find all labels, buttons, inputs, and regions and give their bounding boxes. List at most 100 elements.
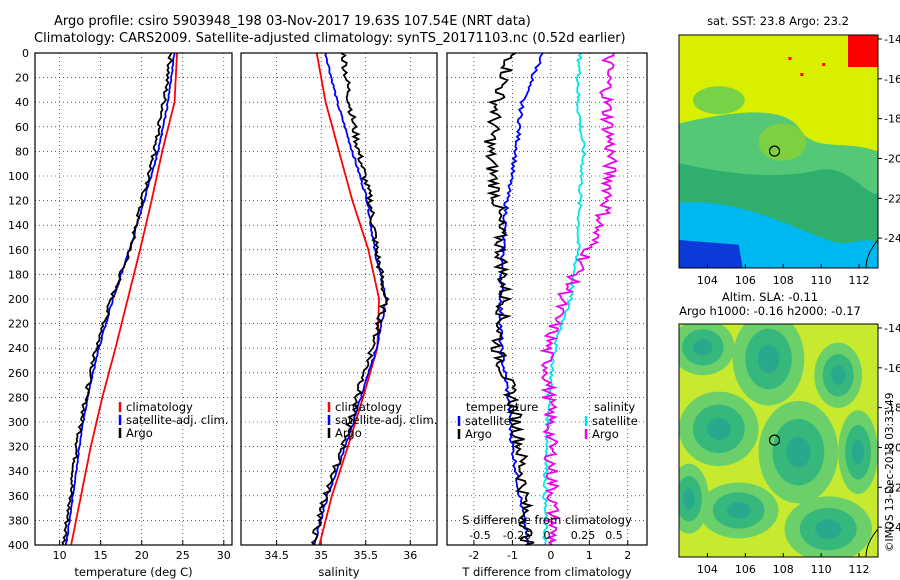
sla-lowest-region xyxy=(757,344,780,373)
difference-frame xyxy=(446,52,648,546)
argo-position-marker xyxy=(768,145,781,157)
salinity-diff-tick-label: 0.25 xyxy=(571,529,596,542)
difference-xlabel-top: S difference from climatology xyxy=(462,513,632,527)
depth-tick-label: 160 xyxy=(8,244,29,257)
sla_map-xtick-label: 112 xyxy=(849,563,870,576)
sla_map-ytick-label: -14 xyxy=(884,322,900,335)
sst_map-xtick-label: 104 xyxy=(697,274,718,287)
sla_map-frame xyxy=(678,323,879,558)
sst-map-title: sat. SST: 23.8 Argo: 23.2 xyxy=(707,14,849,28)
depth-tick-label: 320 xyxy=(8,441,29,454)
sla-lowest-region xyxy=(852,439,865,465)
sst_map-ytick-label: -16 xyxy=(884,73,900,86)
difference-series-t-satellite xyxy=(497,52,544,546)
salinity-frame xyxy=(240,52,438,546)
panel-temperature: 10 15 20 25 30 temperature (deg C) 0 20 40 60 80 10… xyxy=(8,47,233,579)
sla_map-xtick-label: 106 xyxy=(735,563,756,576)
temperature-xtick-label: 20 xyxy=(135,549,149,562)
depth-tick-label: 100 xyxy=(8,170,29,183)
salinity-diff-tick-label: 0 xyxy=(544,529,551,542)
depth-tick-label: 400 xyxy=(8,539,29,552)
sst_map-xtick-label: 110 xyxy=(811,274,832,287)
temperature-series-argo xyxy=(61,52,174,546)
difference-series-s-argo xyxy=(538,53,619,546)
sst_map-field xyxy=(679,35,878,268)
argo-position-marker xyxy=(768,434,781,446)
salinity-xtick-label: 35 xyxy=(314,549,328,562)
salinity-diff-tick-label: 0.5 xyxy=(605,529,623,542)
difference-series-s-satellite xyxy=(542,52,587,546)
legend-label-climatology: climatology xyxy=(126,400,193,414)
sla-lowest-region xyxy=(786,436,811,468)
sla-map-title-line-1: Altim. SLA: -0.11 xyxy=(722,290,818,304)
difference-xtick-label: -1 xyxy=(507,549,518,562)
depth-tick-label: 80 xyxy=(15,145,29,158)
sst_map-xtick-label: 106 xyxy=(735,274,756,287)
sst-hot-pixel xyxy=(788,57,792,60)
depth-tick-label: 240 xyxy=(8,342,29,355)
depth-tick-label: 260 xyxy=(8,367,29,380)
sla_map-xtick-label: 104 xyxy=(697,563,718,576)
salinity-series-climatology xyxy=(315,52,381,546)
sla-lowest-region xyxy=(693,338,713,356)
salinity-diff-tick-label: -0.25 xyxy=(503,529,531,542)
depth-tick-label: 360 xyxy=(8,490,29,503)
sla_map-ytick-label: -22 xyxy=(884,481,900,494)
depth-tick-label: 60 xyxy=(15,121,29,134)
difference-xtick-label: 2 xyxy=(624,549,631,562)
legend-label-climatology: climatology xyxy=(335,400,402,414)
sla-lowest-region xyxy=(815,519,842,539)
legend-label-argo: Argo xyxy=(126,426,153,440)
sla_map-xtick-label: 110 xyxy=(811,563,832,576)
sst_map-frame xyxy=(678,34,879,269)
sst-hot-corner xyxy=(848,35,878,67)
panel-salinity: 34.5 35 35.5 36 salinity climatologysatellite… xyxy=(240,52,438,579)
legend-label-argo: Argo xyxy=(465,427,492,441)
legend-label-salinity_argo: Argo xyxy=(592,427,619,441)
sst_map-xtick-label: 108 xyxy=(773,274,794,287)
difference-xlabel: T difference from climatology xyxy=(461,565,632,579)
depth-tick-label: 40 xyxy=(15,96,29,109)
temperature-xtick-label: 10 xyxy=(53,549,67,562)
panel-sla_map: 104 106 108 110 112 -14 -16 -18 -20 -22 -24 Altim. … xyxy=(678,290,900,576)
imos-credit: ©IMOS 13-Dec-2018 03:33:49 xyxy=(884,393,896,552)
difference-xtick-label: -2 xyxy=(468,549,479,562)
sla-lowest-region xyxy=(706,417,731,441)
salinity-xtick-label: 36 xyxy=(403,549,417,562)
sla-lowest-region xyxy=(726,502,751,519)
temperature-xtick-label: 25 xyxy=(176,549,190,562)
sst-hot-pixel xyxy=(822,63,826,66)
depth-tick-label: 180 xyxy=(8,268,29,281)
temperature-xtick-label: 15 xyxy=(94,549,108,562)
salinity-xlabel: salinity xyxy=(318,565,359,579)
depth-tick-label: 380 xyxy=(8,514,29,527)
depth-tick-label: 20 xyxy=(15,72,29,85)
sst_map-ytick-label: -20 xyxy=(884,152,900,165)
panel-sst_map: 104 106 108 110 112 -14 -16 -18 -20 -22 -24 sat. SS… xyxy=(678,14,900,287)
legend-label-argo: Argo xyxy=(335,426,362,440)
figure-title-line-2: Climatology: CARS2009. Satellite-adjuste… xyxy=(34,31,626,46)
sla-lowest-region xyxy=(682,488,695,510)
sst_map-xtick-label: 112 xyxy=(849,274,870,287)
sst-blob xyxy=(758,123,807,161)
panel-difference: -2 -1 0 1 2 T difference from climatology temp… xyxy=(446,52,648,579)
salinity-xtick-label: 35.5 xyxy=(353,549,378,562)
sla_map-xtick-label: 108 xyxy=(773,563,794,576)
sla_map-field xyxy=(679,324,878,557)
temperature-xtick-label: 30 xyxy=(217,549,231,562)
coastline xyxy=(865,528,878,557)
depth-tick-label: 220 xyxy=(8,318,29,331)
sla-lowest-region xyxy=(831,365,846,386)
sst_map-ytick-label: -18 xyxy=(884,113,900,126)
legend-label-salinity_satellite: satellite xyxy=(592,414,638,428)
sst-blob xyxy=(692,86,745,115)
legend-label-satellite: satellite xyxy=(465,414,511,428)
legend-temperature-title: temperature xyxy=(466,400,538,414)
depth-tick-label: 340 xyxy=(8,465,29,478)
salinity-series-argo xyxy=(310,52,390,546)
sla_map-ytick-label: -18 xyxy=(884,402,900,415)
temperature-series-climatology xyxy=(70,52,178,546)
temperature-series-satellite-adj-clim- xyxy=(64,52,176,546)
sla_map-ytick-label: -24 xyxy=(884,521,900,534)
